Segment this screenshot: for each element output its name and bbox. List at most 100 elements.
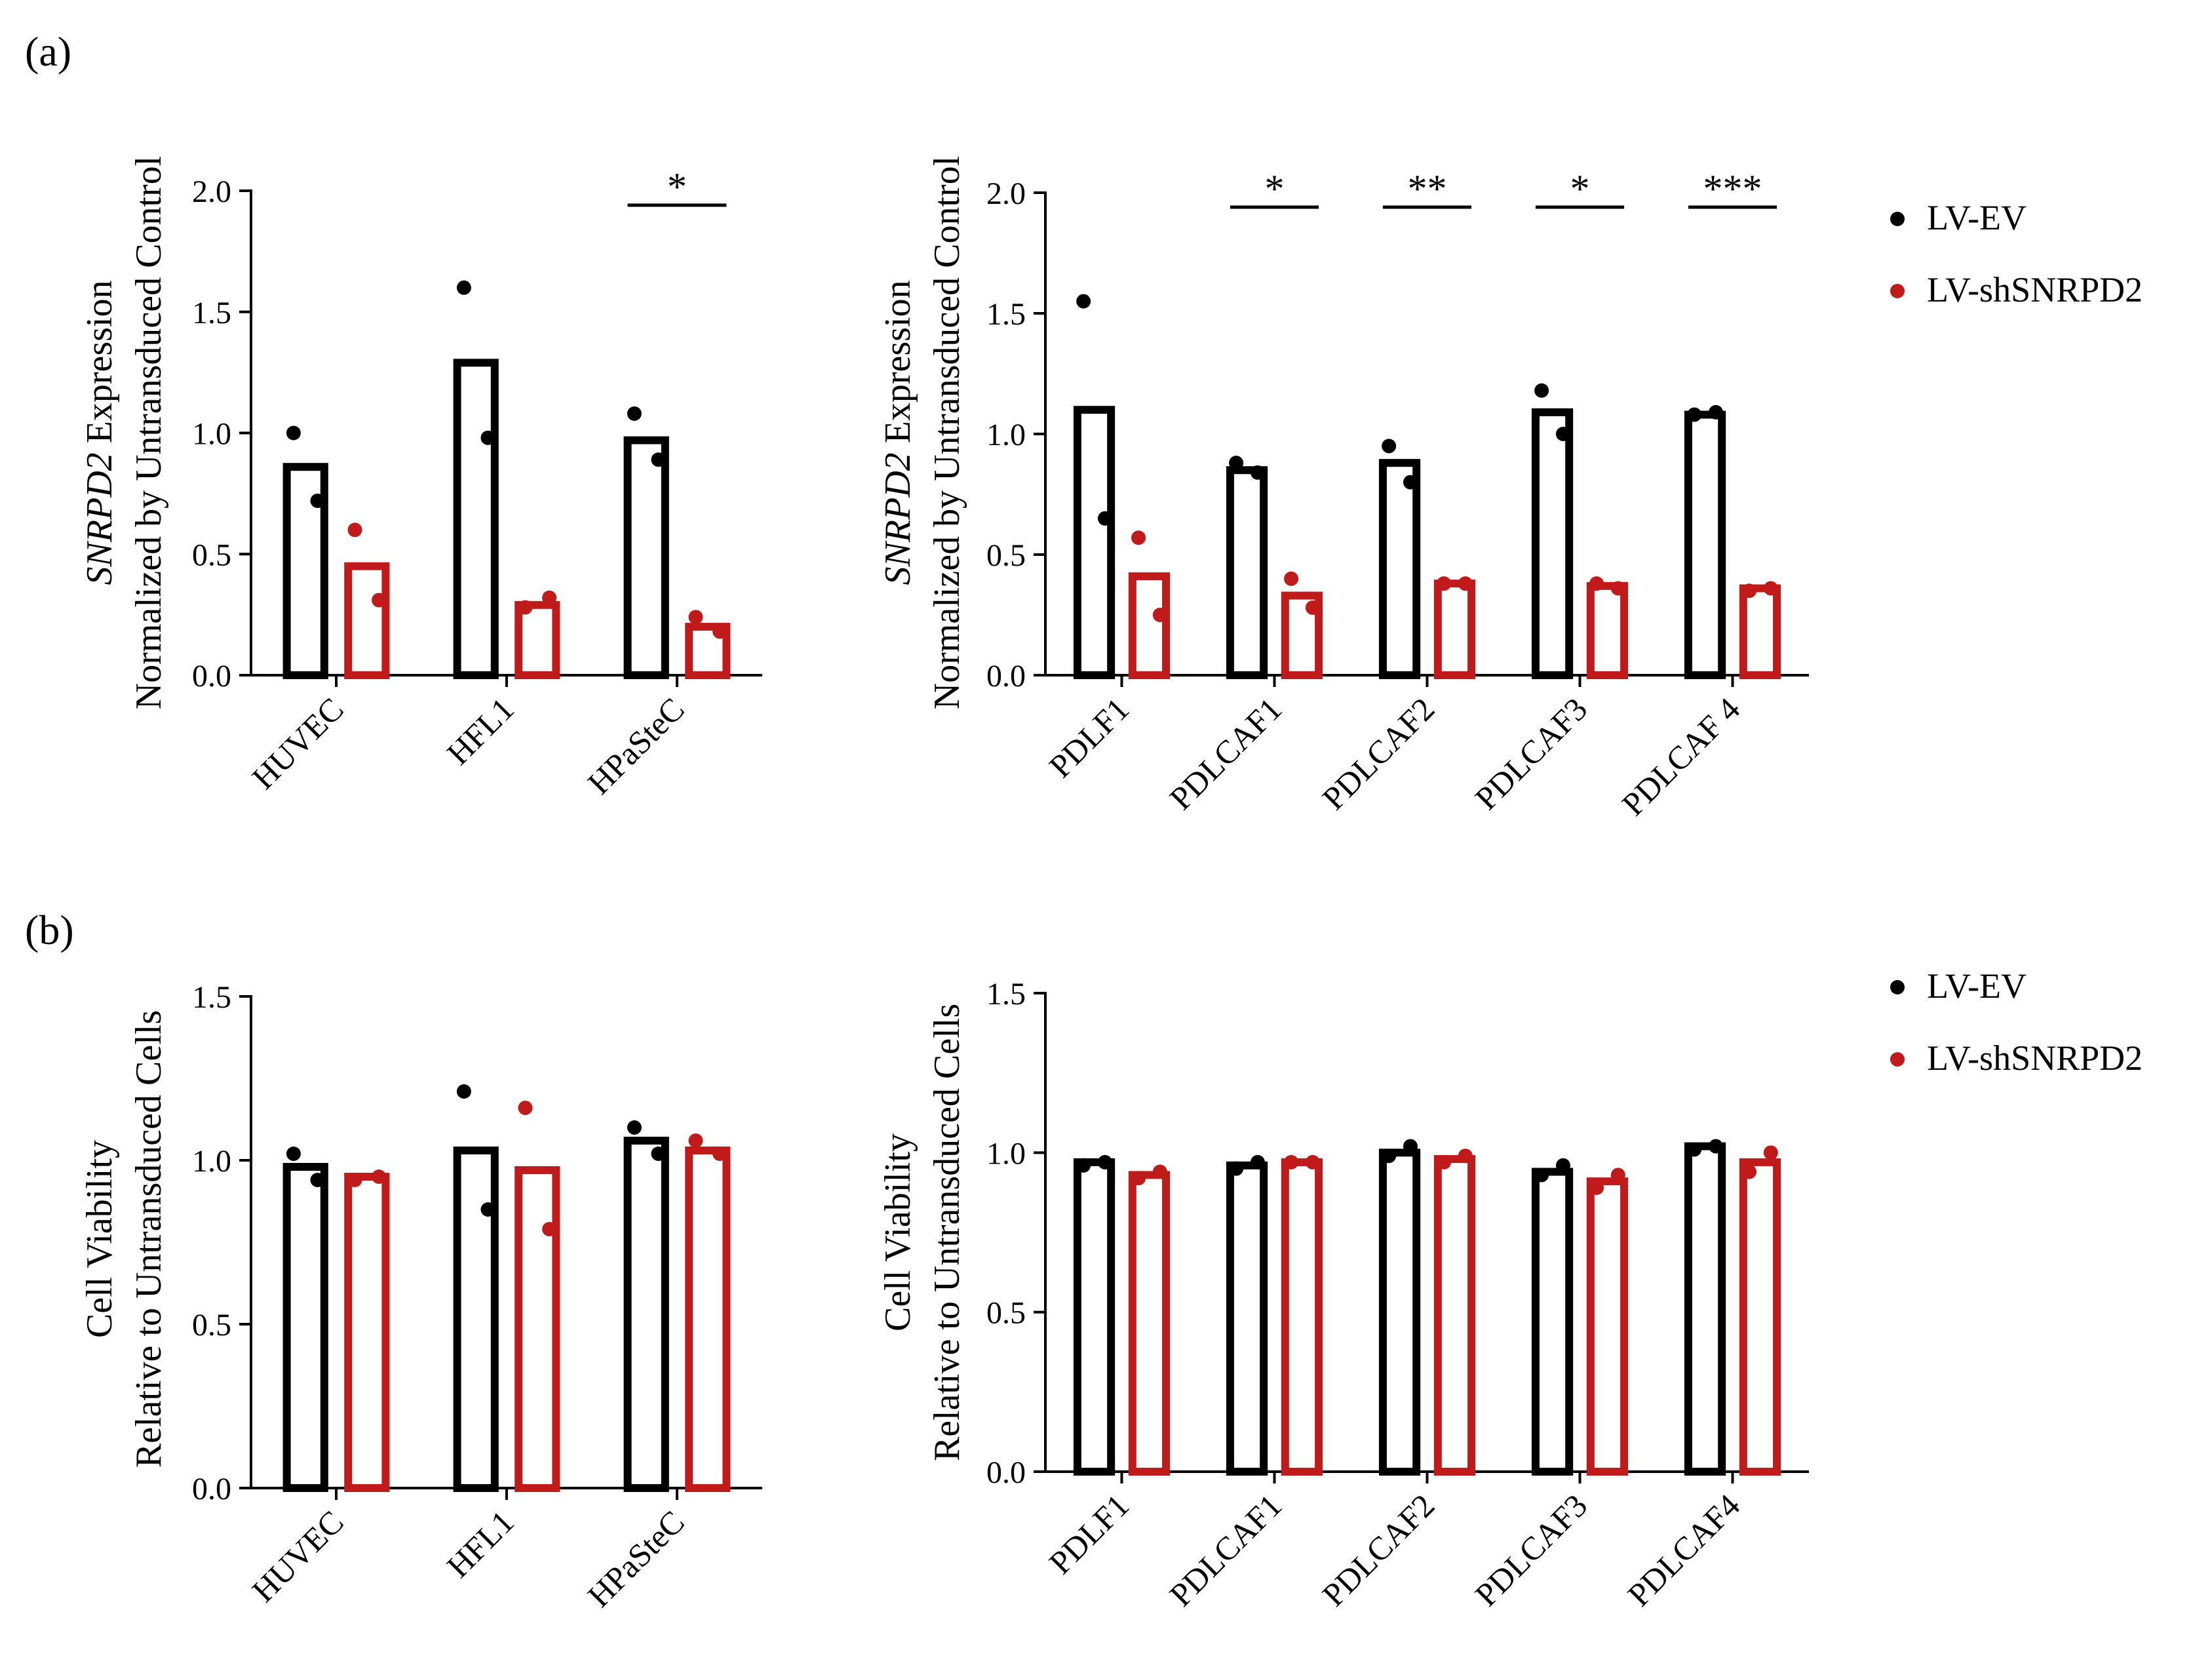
- x-tick-label: PDLCAF4: [1620, 1487, 1747, 1613]
- bar-lv-ev: [282, 463, 328, 679]
- legend-marker: [1890, 980, 1905, 994]
- data-point: [372, 593, 387, 608]
- chart-b-right: 0.0 0.5 1.0 1.5 PDLF1 PDLCAF1 PDLCAF2 PDLCAF3 PD…: [878, 977, 1809, 1613]
- legend-label: LV-shSNRPD2: [1927, 270, 2143, 309]
- x-tick-label: PDLCAF3: [1467, 690, 1594, 817]
- y-tick-label: 1.5: [192, 980, 231, 1015]
- y-tick-label: 1.5: [986, 297, 1026, 332]
- data-point: [1131, 530, 1146, 545]
- bar-lv-ev: [1073, 406, 1116, 679]
- data-point: [1437, 576, 1452, 591]
- bar-lv-ev: [282, 1163, 328, 1492]
- data-point: [1131, 1171, 1146, 1186]
- x-tick-label: PDLCAF2: [1315, 690, 1441, 817]
- data-point: [1763, 581, 1778, 596]
- bar-lv-shsnrpd2: [344, 562, 390, 679]
- bar-lv-ev: [1226, 1161, 1268, 1476]
- legend-b: LV-EV LV-shSNRPD2: [1890, 966, 2143, 1078]
- data-point: [480, 430, 495, 445]
- data-point: [1382, 1149, 1397, 1164]
- data-point: [1403, 1139, 1418, 1154]
- y-axis-label-line2: Relative to Untransduced Cells: [128, 1010, 169, 1468]
- data-point: [712, 1147, 728, 1161]
- bar-lv-shsnrpd2: [685, 1147, 731, 1492]
- data-point: [1610, 581, 1625, 596]
- bar-lv-ev: [1226, 466, 1268, 679]
- data-point: [1708, 404, 1723, 420]
- y-tick-label: 1.0: [192, 1144, 231, 1179]
- data-point: [286, 425, 301, 441]
- bar-lv-shsnrpd2: [1586, 1177, 1629, 1476]
- data-point: [456, 1084, 471, 1099]
- legend-label: LV-EV: [1927, 966, 2027, 1006]
- bar-lv-ev: [1378, 459, 1421, 679]
- significance-label: *: [1265, 167, 1285, 210]
- chart-a-left: 0.0 0.5 1.0 1.5 2.0 HUVEC HFL1 HPaSteC * SNRPD2 E…: [79, 156, 762, 801]
- legends: LV-EV LV-shSNRPD2 LV-EV LV-shSNRPD2: [1890, 198, 2143, 1078]
- data-point: [1589, 1180, 1604, 1195]
- bar-lv-shsnrpd2: [1433, 579, 1476, 679]
- y-tick-label: 1.0: [986, 1136, 1026, 1171]
- data-point: [712, 624, 728, 639]
- y-axis-label-line2: Normalized by Untransduced Control: [128, 156, 169, 709]
- bar-lv-ev: [623, 436, 669, 680]
- y-axis-label-line2: Normalized by Untransduced Control: [927, 156, 967, 709]
- data-point: [1555, 1158, 1570, 1173]
- data-point: [310, 1173, 325, 1187]
- x-tick-label: PDLF1: [1042, 1487, 1136, 1581]
- bar-lv-shsnrpd2: [1281, 1158, 1323, 1476]
- y-tick-label: 0.5: [986, 538, 1026, 573]
- data-point: [1742, 1164, 1757, 1179]
- x-tick-label: HFL1: [440, 690, 521, 772]
- bar-lv-ev: [453, 1147, 499, 1492]
- x-tick-label: HPaSteC: [581, 1503, 691, 1614]
- bar-lv-ev: [1531, 408, 1574, 679]
- y-tick-label: 0.0: [192, 1472, 231, 1506]
- data-point: [627, 1120, 642, 1135]
- y-tick-label: 0.5: [192, 538, 231, 572]
- data-point: [456, 280, 471, 295]
- x-tick-label: HUVEC: [244, 690, 350, 796]
- bar-lv-shsnrpd2: [1739, 584, 1781, 680]
- bar-lv-ev: [623, 1137, 669, 1492]
- y-tick-label: 2.0: [986, 176, 1026, 211]
- y-tick-label: 1.0: [986, 418, 1026, 452]
- y-tick-label: 0.0: [192, 659, 231, 694]
- bar-lv-shsnrpd2: [514, 600, 560, 679]
- y-tick-label: 0.0: [986, 659, 1026, 694]
- bar-lv-shsnrpd2: [514, 1166, 560, 1492]
- y-tick-label: 0.5: [986, 1296, 1026, 1331]
- data-point: [1076, 1158, 1091, 1173]
- legend-a: LV-EV LV-shSNRPD2: [1890, 198, 2143, 309]
- data-point: [1152, 608, 1167, 622]
- bar-lv-ev: [1531, 1168, 1574, 1476]
- data-point: [651, 452, 666, 467]
- x-tick-label: PDLF1: [1042, 690, 1136, 785]
- x-tick-label: PDLCAF 4: [1615, 690, 1747, 823]
- y-axis-label-line1: SNRPD2 Expression: [878, 280, 918, 585]
- x-tick-label: PDLCAF1: [1162, 1487, 1289, 1613]
- x-tick-label: HFL1: [440, 1503, 521, 1584]
- y-axis-label-line1: SNRPD2 Expression: [79, 280, 120, 585]
- bar-lv-ev: [453, 359, 499, 679]
- bar-lv-shsnrpd2: [1128, 572, 1171, 679]
- x-tick-label: HUVEC: [244, 1503, 350, 1609]
- y-axis-label-line2: Relative to Untransduced Cells: [927, 1004, 967, 1461]
- data-point: [1229, 456, 1244, 471]
- y-tick-label: 1.5: [986, 977, 1026, 1011]
- data-point: [688, 1133, 703, 1148]
- y-tick-label: 1.5: [192, 296, 231, 330]
- data-point: [1458, 576, 1473, 591]
- data-point: [1742, 583, 1757, 599]
- data-point: [1250, 1154, 1265, 1169]
- bar-lv-shsnrpd2: [1281, 591, 1323, 679]
- data-point: [1284, 1154, 1299, 1169]
- bar-lv-shsnrpd2: [344, 1173, 390, 1492]
- data-point: [1097, 511, 1112, 526]
- x-tick-label: HPaSteC: [581, 690, 691, 801]
- data-point: [347, 1173, 362, 1187]
- chart-b-left: 0.0 0.5 1.0 1.5 HUVEC HFL1 HPaSteC Cell Viabili…: [79, 980, 762, 1614]
- legend-label: LV-EV: [1927, 198, 2027, 237]
